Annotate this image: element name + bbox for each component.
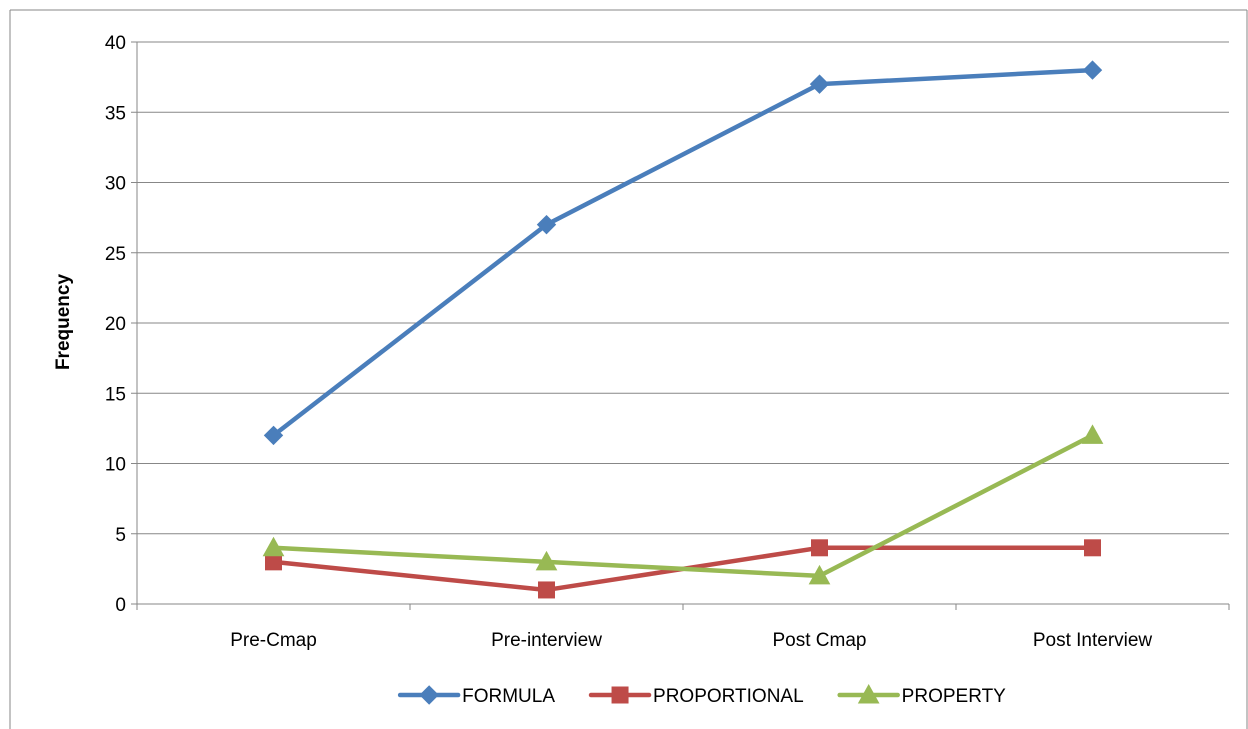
- legend-label: PROPERTY: [902, 686, 1007, 707]
- legend-item-property: PROPERTY: [837, 683, 1007, 707]
- y-tick-label: 40: [105, 33, 126, 54]
- x-tick-label: Pre-interview: [491, 630, 602, 651]
- legend-item-formula: FORMULA: [397, 685, 555, 707]
- series-markers: [262, 60, 1104, 599]
- data-point-property-1: [535, 550, 558, 571]
- series-line-formula: [271, 67, 1095, 438]
- y-tick-label: 30: [105, 174, 126, 195]
- series-line-property: [271, 433, 1095, 579]
- legend-marker-diamond: [419, 685, 439, 705]
- legend-item-proportional: PROPORTIONAL: [588, 686, 804, 707]
- gridlines: [137, 41, 1229, 535]
- x-tick-label: Post Cmap: [773, 630, 867, 651]
- legend: FORMULA PROPORTIONAL PROPERTY: [397, 683, 1007, 707]
- legend-marker-square: [611, 686, 629, 704]
- data-point-formula-0: [263, 425, 284, 446]
- data-point-property-2: [808, 564, 831, 585]
- data-point-formula-1: [536, 214, 557, 235]
- data-point-formula-2: [809, 74, 830, 94]
- y-tick-label: 35: [105, 103, 126, 124]
- legend-marker-triangle: [857, 683, 880, 704]
- data-point-property-0: [262, 536, 285, 557]
- data-point-proportional-1: [538, 581, 555, 599]
- y-axis-title: Frequency: [53, 274, 74, 371]
- legend-label: FORMULA: [462, 686, 555, 707]
- data-point-property-3: [1081, 424, 1104, 444]
- y-tick-label: 0: [115, 595, 126, 616]
- y-tick-label: 20: [105, 314, 126, 335]
- x-tick-label: Post Interview: [1033, 630, 1153, 651]
- series-lines: [271, 67, 1095, 593]
- x-axis-tick-labels: Pre-Cmap Pre-interview Post Cmap Post Inter…: [230, 630, 1152, 651]
- data-point-proportional-3: [1084, 539, 1101, 557]
- y-tick-label: 15: [105, 384, 126, 405]
- y-tick-label: 25: [105, 244, 126, 265]
- y-axis-tick-labels: 0 5 10 15 20 25 30 35 40: [105, 33, 137, 616]
- data-point-proportional-2: [811, 539, 828, 557]
- axes: [136, 42, 1230, 610]
- y-tick-label: 5: [115, 525, 126, 546]
- y-tick-label: 10: [105, 455, 126, 476]
- legend-label: PROPORTIONAL: [653, 686, 804, 707]
- data-point-formula-3: [1082, 60, 1103, 80]
- x-tick-label: Pre-Cmap: [230, 630, 317, 651]
